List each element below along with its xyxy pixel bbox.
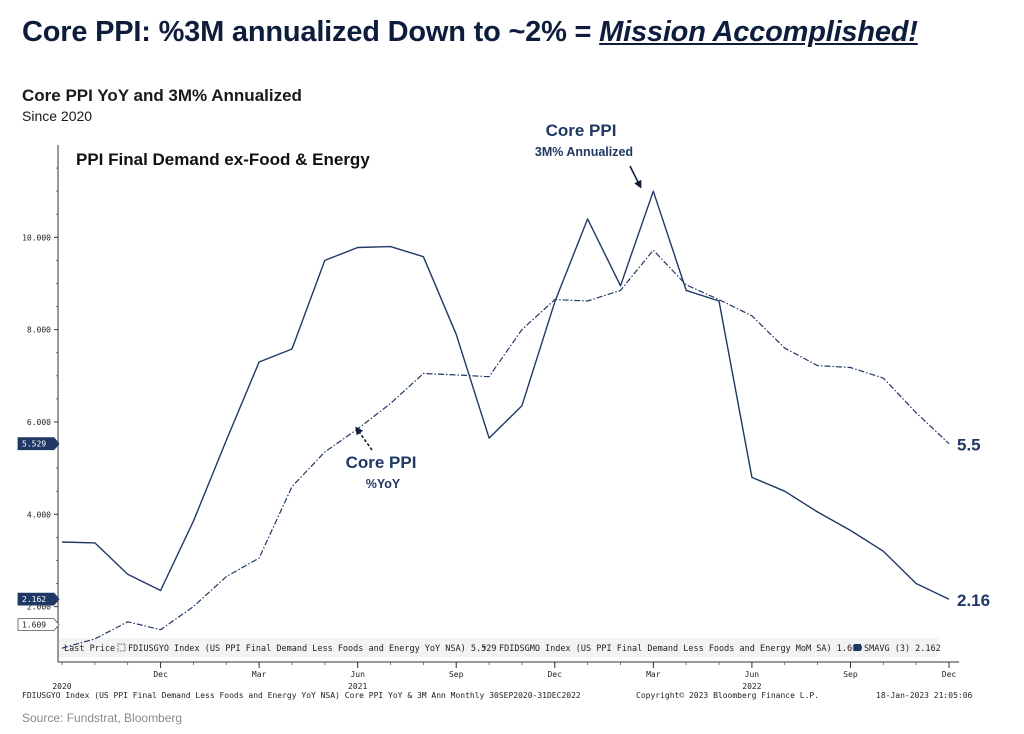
annotation-3m-subtitle: 3M% Annualized [535,145,633,159]
annotation-3m-title: Core PPI [546,121,617,140]
footer-center: Copyright© 2023 Bloomberg Finance L.P. [636,691,819,700]
x-tick-label: Jun [350,670,365,679]
x-tick-label: Mar [646,670,661,679]
axis-tag-label: 1.609 [22,621,46,630]
source-note: Source: Fundstrat, Bloomberg [22,711,183,725]
y-tick-label: 2.000 [27,603,51,612]
annotation-yoy-title: Core PPI [346,453,417,472]
chart-subtitle: Core PPI YoY and 3M% Annualized [22,86,302,105]
legend-item-mom: FDIDSGMO Index (US PPI Final Demand Less… [499,644,862,654]
x-tick-label: Dec [942,670,957,679]
x-tick-label: Jun [745,670,760,679]
x-year-label: 2020 [52,682,71,691]
footer-right: 18-Jan-2023 21:05:06 [876,691,973,700]
annotation-yoy-arrow [355,426,373,451]
footer-left: FDIUSGYO Index (US PPI Final Demand Less… [22,691,581,700]
end-label: 5.5 [957,436,981,455]
legend-swatch-mom: ▿ [482,643,487,653]
legend-bar [59,638,938,657]
chart-since: Since 2020 [22,108,93,124]
x-tick-label: Sep [843,670,858,679]
headline-emphasis: Mission Accomplished! [599,16,918,48]
x-year-label: 2022 [742,682,761,691]
legend-lead: Last Price [64,644,115,654]
legend-item-smavg: SMAVG (3) 2.162 [864,644,941,654]
y-tick-label: 6.000 [27,418,51,427]
series-line-3m-annualized [61,190,950,600]
legend-item-yoy: FDIUSGYO Index (US PPI Final Demand Less… [128,644,496,654]
annotation-yoy-subtitle: %YoY [366,477,401,491]
axis-tag-label: 2.162 [22,595,46,604]
end-label: 2.16 [957,591,990,610]
headline: Core PPI: %3M annualized Down to ~2% = M… [22,16,918,49]
headline-prefix: Core PPI: %3M annualized Down to ~2% = [22,16,600,48]
x-tick-label: Dec [548,670,563,679]
axis-tag-box [17,618,60,632]
chart-title: PPI Final Demand ex-Food & Energy [76,150,370,169]
legend-swatch-yoy [117,643,126,652]
axis-tag-box [17,592,60,606]
annotation-3m-arrow [629,165,642,189]
legend-swatch-smavg [854,644,861,651]
y-tick-label: 10.000 [22,233,51,242]
axis-tag-box [17,437,60,451]
y-tick-label: 4.000 [27,510,51,519]
x-tick-label: Sep [449,670,464,679]
series-line-yoy [61,249,950,649]
x-tick-label: Mar [252,670,267,679]
y-tick-label: 8.000 [27,326,51,335]
x-tick-label: Dec [153,670,168,679]
axis-tag-label: 5.529 [22,440,46,449]
x-year-label: 2021 [348,682,367,691]
